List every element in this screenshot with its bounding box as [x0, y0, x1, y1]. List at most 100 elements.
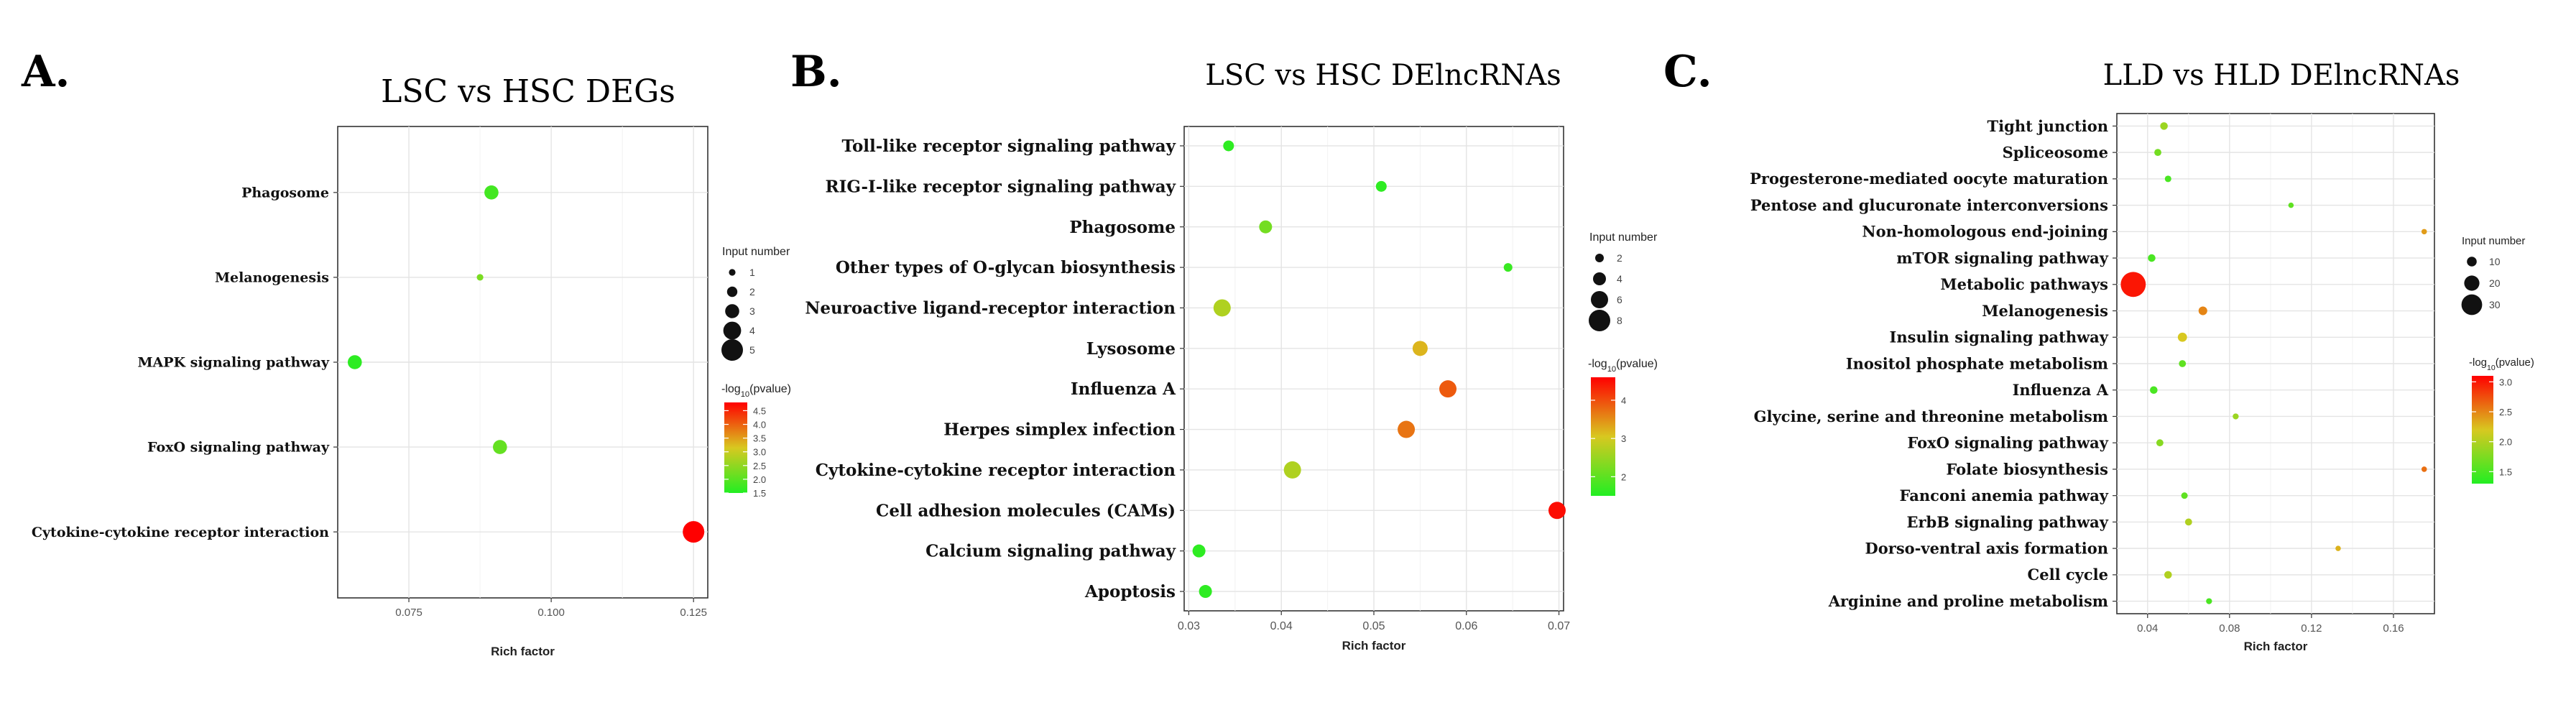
color-legend: -log10(pvalue) 4 3 2 [1588, 358, 1658, 496]
size-legend-dot [2467, 257, 2477, 267]
data-point [1375, 180, 1387, 192]
data-point [476, 274, 484, 281]
size-legend-dot [726, 286, 738, 298]
data-point [2154, 149, 2161, 157]
grid-lines [2117, 114, 2434, 614]
chart-title: LLD vs HLD DElncRNAs [2103, 59, 2460, 92]
data-point [2164, 571, 2172, 579]
color-legend-title-main: -log [1588, 358, 1607, 370]
data-point [347, 355, 362, 369]
size-legend-dot [2461, 294, 2483, 315]
y-tick-label: Cytokine-cytokine receptor interaction [32, 525, 329, 540]
size-legend-title: Input number [722, 246, 790, 258]
color-legend-title-sub: 10 [741, 390, 749, 399]
size-legend-label: 10 [2489, 256, 2501, 267]
data-points [2120, 122, 2427, 604]
color-legend: -log10(pvalue) 4.5 4.0 3.5 3.0 2.5 2.0 1.5 [721, 383, 791, 499]
data-point [2233, 413, 2239, 420]
color-bar-label: 1.5 [753, 488, 766, 499]
data-point [1503, 263, 1513, 272]
x-tick-label: 0.08 [2219, 622, 2240, 635]
data-points [347, 185, 705, 543]
panel-label: A. [21, 47, 70, 97]
x-tick-label: 0.05 [1362, 620, 1385, 632]
data-point [1398, 420, 1416, 438]
color-bar [1591, 377, 1615, 496]
data-point [2179, 360, 2187, 367]
data-point [1439, 380, 1457, 398]
size-legend-label: 3 [749, 305, 755, 317]
y-tick-label: Other types of O-glycan biosynthesis [836, 258, 1176, 277]
y-tick-label: Cell adhesion molecules (CAMs) [876, 501, 1176, 520]
x-axis-label: Rich factor [491, 645, 555, 658]
color-legend-title-tail: (pvalue) [2496, 356, 2534, 369]
panel-3: C. LLD vs HLD DElncRNAs Tight junction Spli… [1663, 47, 2534, 653]
y-tick-label: Metabolic pathways [1940, 275, 2108, 293]
grid-lines [1184, 126, 1564, 611]
y-tick-label: MAPK signaling pathway [137, 355, 330, 371]
size-legend-dot [1593, 272, 1606, 285]
x-tick-label: 0.06 [1455, 620, 1477, 632]
y-tick-label: mTOR signaling pathway [1896, 249, 2108, 267]
size-legend-dot [1591, 291, 1608, 308]
y-tick-label: Folate biosynthesis [1946, 460, 2108, 478]
color-bar-label: 1.5 [2499, 466, 2512, 477]
y-tick-label: Lysosome [1086, 339, 1176, 359]
x-tick-label: 0.100 [537, 607, 565, 619]
data-point [2184, 518, 2192, 526]
size-legend-label: 5 [749, 344, 755, 356]
y-tick-label: Pentose and glucuronate interconversions [1750, 196, 2108, 214]
x-tick-label: 0.07 [1548, 620, 1570, 632]
x-tick-label: 0.04 [1270, 620, 1293, 632]
size-legend-dot [723, 321, 742, 340]
size-legend-label: 6 [1617, 294, 1622, 305]
panel-label: C. [1663, 47, 1712, 97]
panel-1: A. LSC vs HSC DEGs Phagosome Melanogenesis M… [21, 47, 791, 658]
color-legend-title-sub: 10 [2487, 364, 2496, 372]
y-tick-label: Dorso-ventral axis formation [1865, 539, 2108, 557]
data-point [484, 185, 499, 200]
x-tick-label: 0.075 [395, 607, 423, 619]
data-point [1548, 502, 1566, 520]
size-legend-dot [1589, 310, 1610, 331]
x-tick-label: 0.16 [2383, 622, 2404, 635]
color-bar-label: 2.0 [2499, 437, 2512, 448]
data-point [2164, 175, 2171, 183]
y-tick-label: Apoptosis [1084, 582, 1176, 601]
panel-label: B. [790, 47, 842, 97]
color-legend-title: -log10(pvalue) [1588, 358, 1658, 374]
data-point [1283, 461, 1301, 479]
data-point [2206, 598, 2212, 604]
y-tick-label: Tight junction [1988, 117, 2108, 135]
y-tick-label: ErbB signaling pathway [1906, 513, 2108, 531]
y-tick-label: Arginine and proline metabolism [1828, 592, 2108, 610]
color-bar-label: 4 [1621, 395, 1626, 406]
data-point [2335, 545, 2341, 551]
y-tick-label: FoxO signaling pathway [1907, 434, 2108, 452]
size-legend-label: 4 [749, 325, 755, 336]
y-tick-label: Progesterone-mediated oocyte maturation [1750, 170, 2108, 188]
color-legend-title-tail: (pvalue) [1616, 358, 1658, 370]
x-axis-label: Rich factor [1342, 639, 1406, 653]
color-legend-title-tail: (pvalue) [749, 383, 791, 395]
size-legend-dot [1595, 254, 1604, 262]
chart-title: LSC vs HSC DElncRNAs [1205, 59, 1561, 92]
size-legend-dot [729, 269, 736, 276]
size-legend: Input number 10 20 30 [2461, 235, 2525, 315]
data-point [2181, 492, 2188, 499]
data-point [1199, 585, 1212, 599]
data-point [1213, 299, 1231, 317]
y-tick-label: Herpes simplex infection [943, 420, 1176, 440]
size-legend-dot [721, 339, 743, 361]
y-tick-label: Calcium signaling pathway [925, 542, 1176, 561]
grid-lines [338, 126, 708, 598]
y-tick-label: Phagosome [241, 185, 329, 200]
data-point [1192, 544, 1206, 558]
size-legend: Input number 1 2 3 4 5 [721, 246, 790, 361]
data-point [2421, 466, 2427, 472]
color-bar-label: 4.0 [753, 420, 766, 430]
data-point [2177, 332, 2187, 342]
y-tick-label: Influenza A [1071, 379, 1176, 399]
data-point [2421, 229, 2427, 235]
data-point [683, 521, 705, 543]
